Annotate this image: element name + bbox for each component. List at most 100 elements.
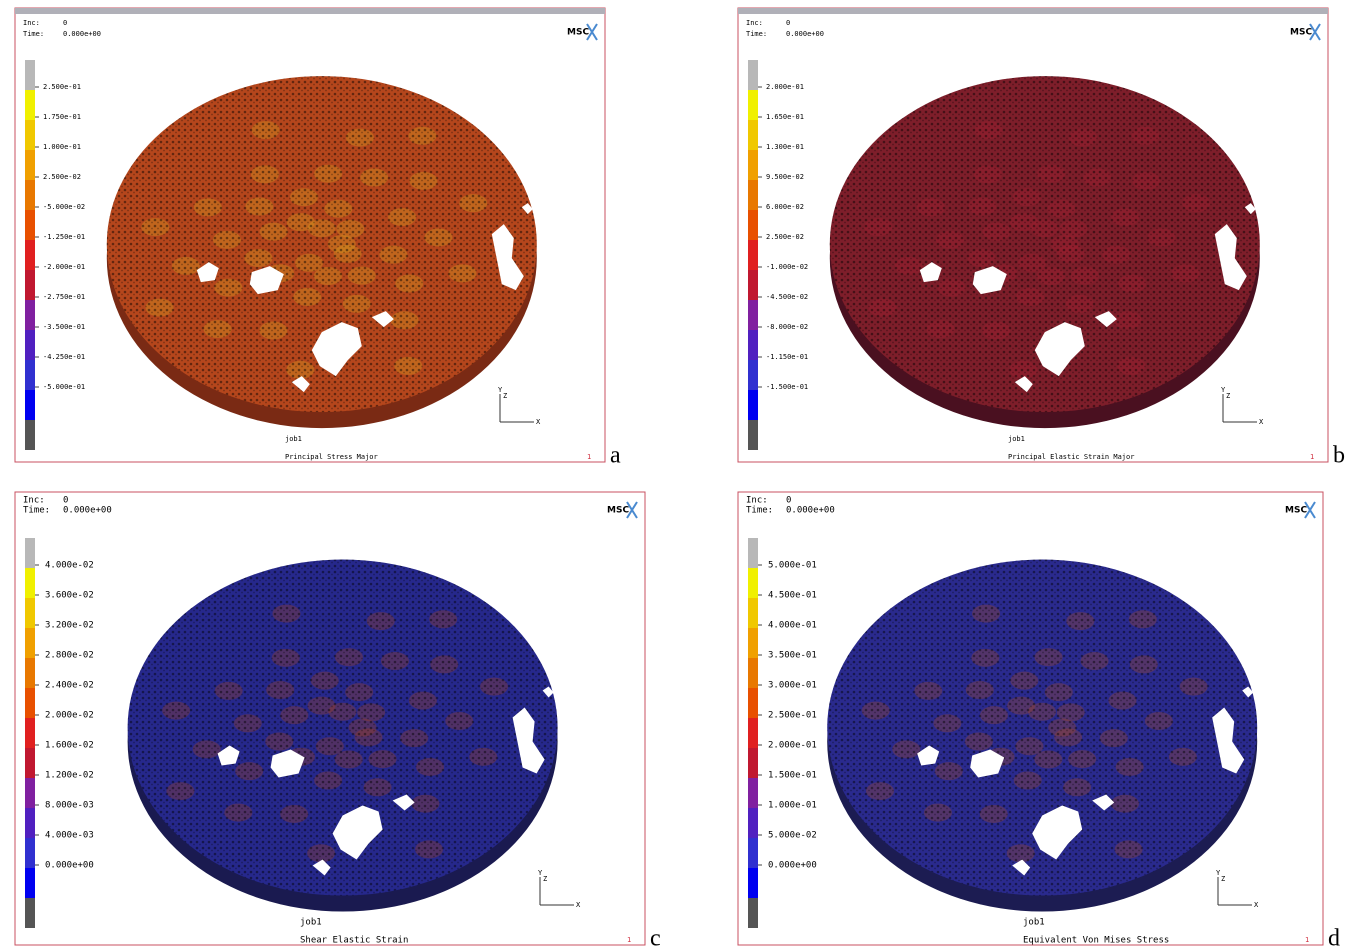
time-value: 0.000e+00 (63, 506, 112, 516)
legend-swatch (25, 688, 35, 718)
window-title-bar (15, 8, 605, 14)
legend-swatch (25, 120, 35, 150)
legend-swatch (25, 330, 35, 360)
panel-letter: c (650, 926, 661, 949)
panel-letter: d (1328, 926, 1340, 949)
legend-swatch (748, 598, 758, 628)
time-label: Time: (23, 30, 44, 38)
legend-swatch (748, 538, 758, 568)
legend-swatch (25, 808, 35, 838)
legend-swatch (25, 420, 35, 450)
legend-swatch (748, 90, 758, 120)
legend-label: 6.000e-02 (766, 203, 804, 211)
legend-label: 2.500e-01 (768, 711, 817, 721)
time-label: Time: (746, 30, 767, 38)
legend-label: 8.000e-03 (45, 801, 94, 811)
inc-value: 0 (786, 19, 790, 27)
axis-label: Z (1221, 875, 1225, 883)
time-value: 0.000e+00 (786, 30, 824, 38)
legend-label: 1.000e-01 (43, 143, 81, 151)
logo: MSC (607, 506, 629, 516)
legend-label: 4.000e-01 (768, 621, 817, 631)
logo: MSC (567, 28, 589, 38)
legend-swatch (25, 598, 35, 628)
legend-swatch (25, 210, 35, 240)
legend-swatch (748, 868, 758, 898)
legend-label: -4.250e-01 (43, 353, 85, 361)
legend-label: -5.000e-02 (43, 203, 85, 211)
job-name: job1 (285, 435, 302, 443)
legend-swatch (748, 150, 758, 180)
panel-letter: a (610, 443, 621, 469)
legend-swatch (748, 898, 758, 928)
legend-label: 2.500e-02 (766, 233, 804, 241)
legend-swatch (25, 778, 35, 808)
legend-label: -8.000e-02 (766, 323, 808, 331)
legend-swatch (748, 240, 758, 270)
legend-label: 2.500e-01 (43, 83, 81, 91)
legend-swatch (748, 628, 758, 658)
legend-swatch (748, 120, 758, 150)
legend-swatch (748, 808, 758, 838)
legend-label: 2.000e-01 (766, 83, 804, 91)
index-label: 1 (1310, 453, 1314, 461)
job-name: job1 (300, 918, 322, 928)
legend-swatch (25, 658, 35, 688)
legend-label: -1.250e-01 (43, 233, 85, 241)
legend-label: 4.000e-02 (45, 561, 94, 571)
legend-swatch (748, 778, 758, 808)
legend-label: 1.650e-01 (766, 113, 804, 121)
legend-label: 2.500e-02 (43, 173, 81, 181)
legend-label: 3.500e-01 (768, 651, 817, 661)
legend-label: 5.000e-01 (768, 561, 817, 571)
figure: Inc: 0 Time: 0.000e+00 MSC 2.500e-01 1.750e-01… (0, 0, 1371, 949)
legend-swatch (25, 868, 35, 898)
panel-letter: b (1333, 443, 1345, 469)
legend-swatch (25, 180, 35, 210)
legend-swatch (748, 420, 758, 450)
legend-swatch (748, 568, 758, 598)
legend-label: -2.000e-01 (43, 263, 85, 271)
inc-label: Inc: (746, 19, 763, 27)
legend-label: 3.600e-02 (45, 591, 94, 601)
legend-label: 1.750e-01 (43, 113, 81, 121)
legend-label: -1.000e-02 (766, 263, 808, 271)
legend-swatch (748, 180, 758, 210)
legend-label: 4.500e-01 (768, 591, 817, 601)
legend-swatch (25, 390, 35, 420)
inc-label: Inc: (746, 496, 768, 506)
job-name: job1 (1008, 435, 1025, 443)
legend-swatch (748, 688, 758, 718)
inc-value: 0 (63, 19, 67, 27)
legend-label: 2.400e-02 (45, 681, 94, 691)
logo: MSC (1290, 28, 1312, 38)
legend-swatch (25, 240, 35, 270)
legend-label: 9.500e-02 (766, 173, 804, 181)
inc-value: 0 (786, 496, 791, 506)
legend-swatch (748, 360, 758, 390)
legend-label: -3.500e-01 (43, 323, 85, 331)
legend-swatch (25, 90, 35, 120)
legend-label: 1.600e-02 (45, 741, 94, 751)
index-label: 1 (627, 936, 631, 944)
legend-label: -1.150e-01 (766, 353, 808, 361)
time-value: 0.000e+00 (63, 30, 101, 38)
inc-value: 0 (63, 496, 68, 506)
legend-swatch (25, 628, 35, 658)
result-panel: Inc:0Time:0.000e+00MSC4.000e-023.600e-02… (15, 492, 661, 949)
legend-swatch (748, 718, 758, 748)
inc-label: Inc: (23, 19, 40, 27)
legend-label: 1.200e-02 (45, 771, 94, 781)
legend-label: 3.200e-02 (45, 621, 94, 631)
axis-label: Z (543, 875, 547, 883)
window-title-bar (738, 8, 1328, 14)
legend-swatch (748, 60, 758, 90)
legend-swatch (25, 270, 35, 300)
legend-swatch (748, 838, 758, 868)
legend-label: 3.000e-01 (768, 681, 817, 691)
legend-label: 0.000e+00 (45, 861, 94, 871)
legend-label: -2.750e-01 (43, 293, 85, 301)
legend-swatch (25, 60, 35, 90)
index-label: 1 (587, 453, 591, 461)
